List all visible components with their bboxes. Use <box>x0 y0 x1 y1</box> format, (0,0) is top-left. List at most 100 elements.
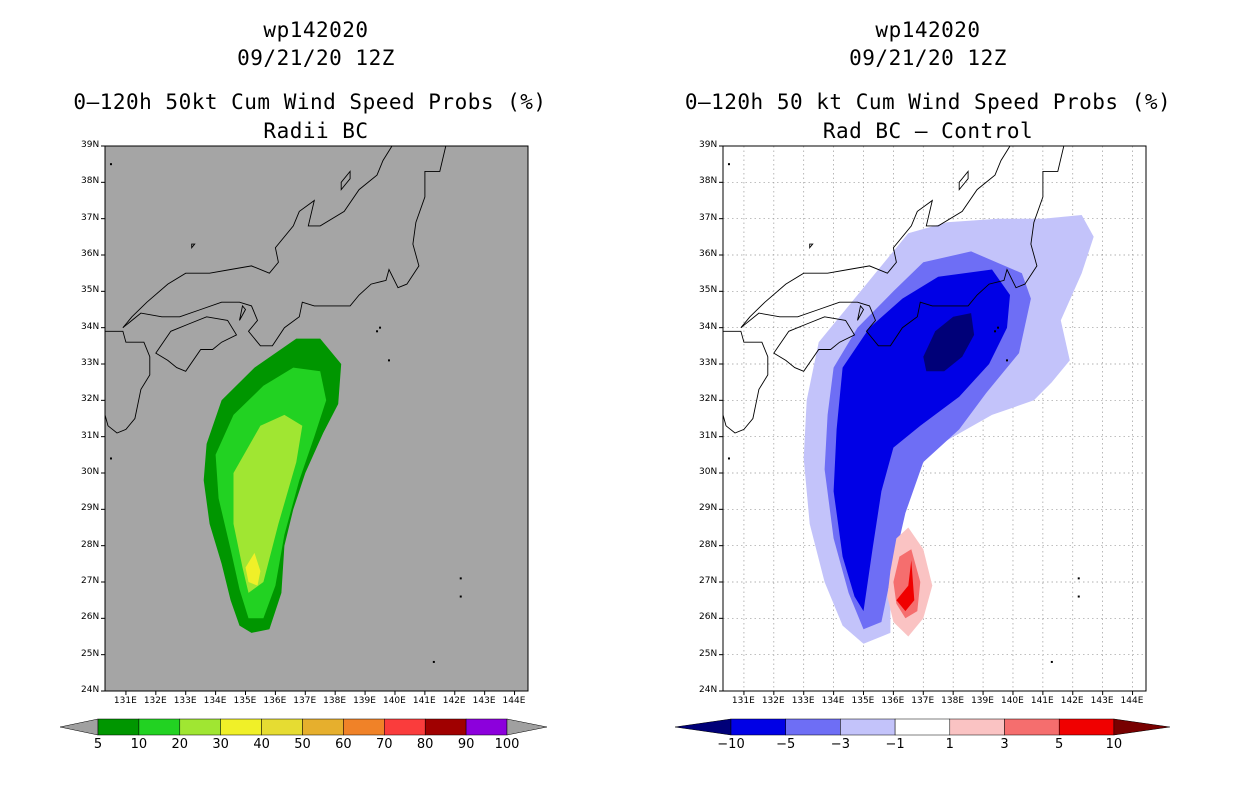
left-colorbar <box>59 718 548 736</box>
lat-tick-label: 33N <box>81 358 100 368</box>
lon-tick-label: 133E <box>791 696 815 706</box>
left-storm-id: wp142020 <box>263 18 369 42</box>
lon-tick-label: 135E <box>851 696 875 706</box>
right-colorbar-swatch <box>894 718 951 736</box>
colorbar-label: 40 <box>253 737 270 752</box>
lat-tick-label: 34N <box>699 321 718 332</box>
colorbar-label: 90 <box>457 737 475 752</box>
colorbar-label: 20 <box>171 737 189 752</box>
left-map-panel <box>104 145 529 692</box>
lat-tick-label: 33N <box>699 358 718 368</box>
lon-tick-label: 144E <box>502 696 526 706</box>
lat-tick-label: 34N <box>81 321 100 332</box>
left-colorbar-swatch <box>343 718 385 736</box>
left-colorbar-swatch <box>179 718 221 736</box>
lat-tick-label: 38N <box>699 176 718 187</box>
lon-tick-label: 133E <box>173 696 197 706</box>
left-contour-level-4 <box>245 552 261 586</box>
left-colorbar-swatch <box>261 718 303 736</box>
colorbar-label: −1 <box>885 737 905 752</box>
colorbar-label: −3 <box>830 737 850 752</box>
lat-tick-label: 32N <box>81 394 100 405</box>
lon-tick-label: 132E <box>143 696 167 706</box>
lon-tick-label: 139E <box>971 696 994 706</box>
right-product-title: 0–120h 50 kt Cum Wind Speed Probs (%) <box>684 90 1172 114</box>
lat-tick-label: 27N <box>81 576 100 586</box>
lon-tick-label: 143E <box>1090 696 1114 706</box>
colorbar-label: 100 <box>494 737 520 752</box>
left-probability-contours <box>203 338 342 633</box>
lon-tick-label: 136E <box>263 696 287 706</box>
lat-tick-label: 38N <box>81 176 100 187</box>
right-colorbar-high-end <box>1113 718 1170 736</box>
lat-tick-label: 31N <box>699 430 718 441</box>
lat-tick-label: 25N <box>699 648 718 659</box>
left-colorbar-swatch <box>220 718 262 736</box>
colorbar-label: −10 <box>717 737 745 752</box>
lon-tick-label: 140E <box>1000 696 1024 706</box>
lon-tick-label: 134E <box>821 696 845 706</box>
lat-tick-label: 30N <box>699 467 718 477</box>
lon-tick-label: 132E <box>761 696 785 706</box>
lat-tick-label: 37N <box>81 212 100 223</box>
lat-tick-label: 24N <box>699 685 718 695</box>
left-contour-level-3 <box>233 414 303 593</box>
right-colorbar <box>674 718 1170 736</box>
lat-tick-label: 35N <box>81 285 100 296</box>
left-colorbar-swatch <box>97 718 140 736</box>
lat-tick-label: 29N <box>699 503 718 514</box>
lon-tick-label: 138E <box>941 696 965 706</box>
lon-tick-label: 143E <box>472 696 496 706</box>
lon-tick-label: 141E <box>1030 696 1054 706</box>
lon-tick-label: 141E <box>412 696 436 706</box>
right-colorbar-swatch <box>840 718 896 736</box>
left-product-title: 0–120h 50kt Cum Wind Speed Probs (%) <box>73 90 547 114</box>
colorbar-label: 10 <box>130 737 148 752</box>
lat-tick-label: 37N <box>699 212 718 223</box>
left-colorbar-low-end <box>59 718 99 736</box>
lat-tick-label: 39N <box>81 140 100 150</box>
colorbar-label: −5 <box>776 737 796 752</box>
lat-tick-label: 36N <box>81 249 100 259</box>
left-colorbar-high-end <box>506 718 548 736</box>
colorbar-label: 3 <box>1000 737 1009 752</box>
lon-tick-label: 137E <box>911 696 935 706</box>
right-colorbar-swatch <box>1004 718 1060 736</box>
lon-tick-label: 140E <box>382 696 406 706</box>
colorbar-label: 30 <box>212 737 229 752</box>
colorbar-label: 80 <box>416 737 434 752</box>
right-datetime: 09/21/20 12Z <box>849 46 1007 70</box>
lon-tick-label: 134E <box>203 696 227 706</box>
left-subtitle: Radii BC <box>263 119 369 143</box>
lat-tick-label: 35N <box>699 285 718 296</box>
lat-tick-label: 26N <box>81 612 100 623</box>
left-colorbar-swatch <box>138 718 181 736</box>
lon-tick-label: 137E <box>293 696 317 706</box>
lat-tick-label: 30N <box>81 467 100 477</box>
lon-tick-label: 135E <box>233 696 257 706</box>
lat-tick-label: 28N <box>81 539 100 550</box>
right-positive-contour-3 <box>896 560 915 612</box>
lon-tick-label: 142E <box>1060 696 1084 706</box>
right-difference-contours <box>803 215 1094 644</box>
lon-tick-label: 131E <box>731 696 755 706</box>
left-datetime: 09/21/20 12Z <box>237 46 395 70</box>
right-map-panel <box>722 145 1147 692</box>
right-colorbar-swatch <box>730 718 786 736</box>
lat-tick-label: 31N <box>81 430 100 441</box>
colorbar-label: 1 <box>945 737 954 752</box>
right-colorbar-swatch <box>1058 718 1115 736</box>
right-colorbar-swatch <box>785 718 841 736</box>
lat-tick-label: 29N <box>81 503 100 514</box>
right-subtitle: Rad BC – Control <box>822 119 1034 143</box>
axis-ticks <box>101 145 1134 695</box>
lat-tick-label: 32N <box>699 394 718 405</box>
colorbar-label: 5 <box>1055 737 1064 752</box>
left-colorbar-swatch <box>302 718 344 736</box>
lat-tick-label: 24N <box>81 685 100 695</box>
right-storm-id: wp142020 <box>875 18 981 42</box>
right-negative-contour-4 <box>923 313 975 372</box>
lat-tick-label: 25N <box>81 648 100 659</box>
colorbar-label: 50 <box>294 737 311 752</box>
lon-tick-label: 136E <box>881 696 905 706</box>
